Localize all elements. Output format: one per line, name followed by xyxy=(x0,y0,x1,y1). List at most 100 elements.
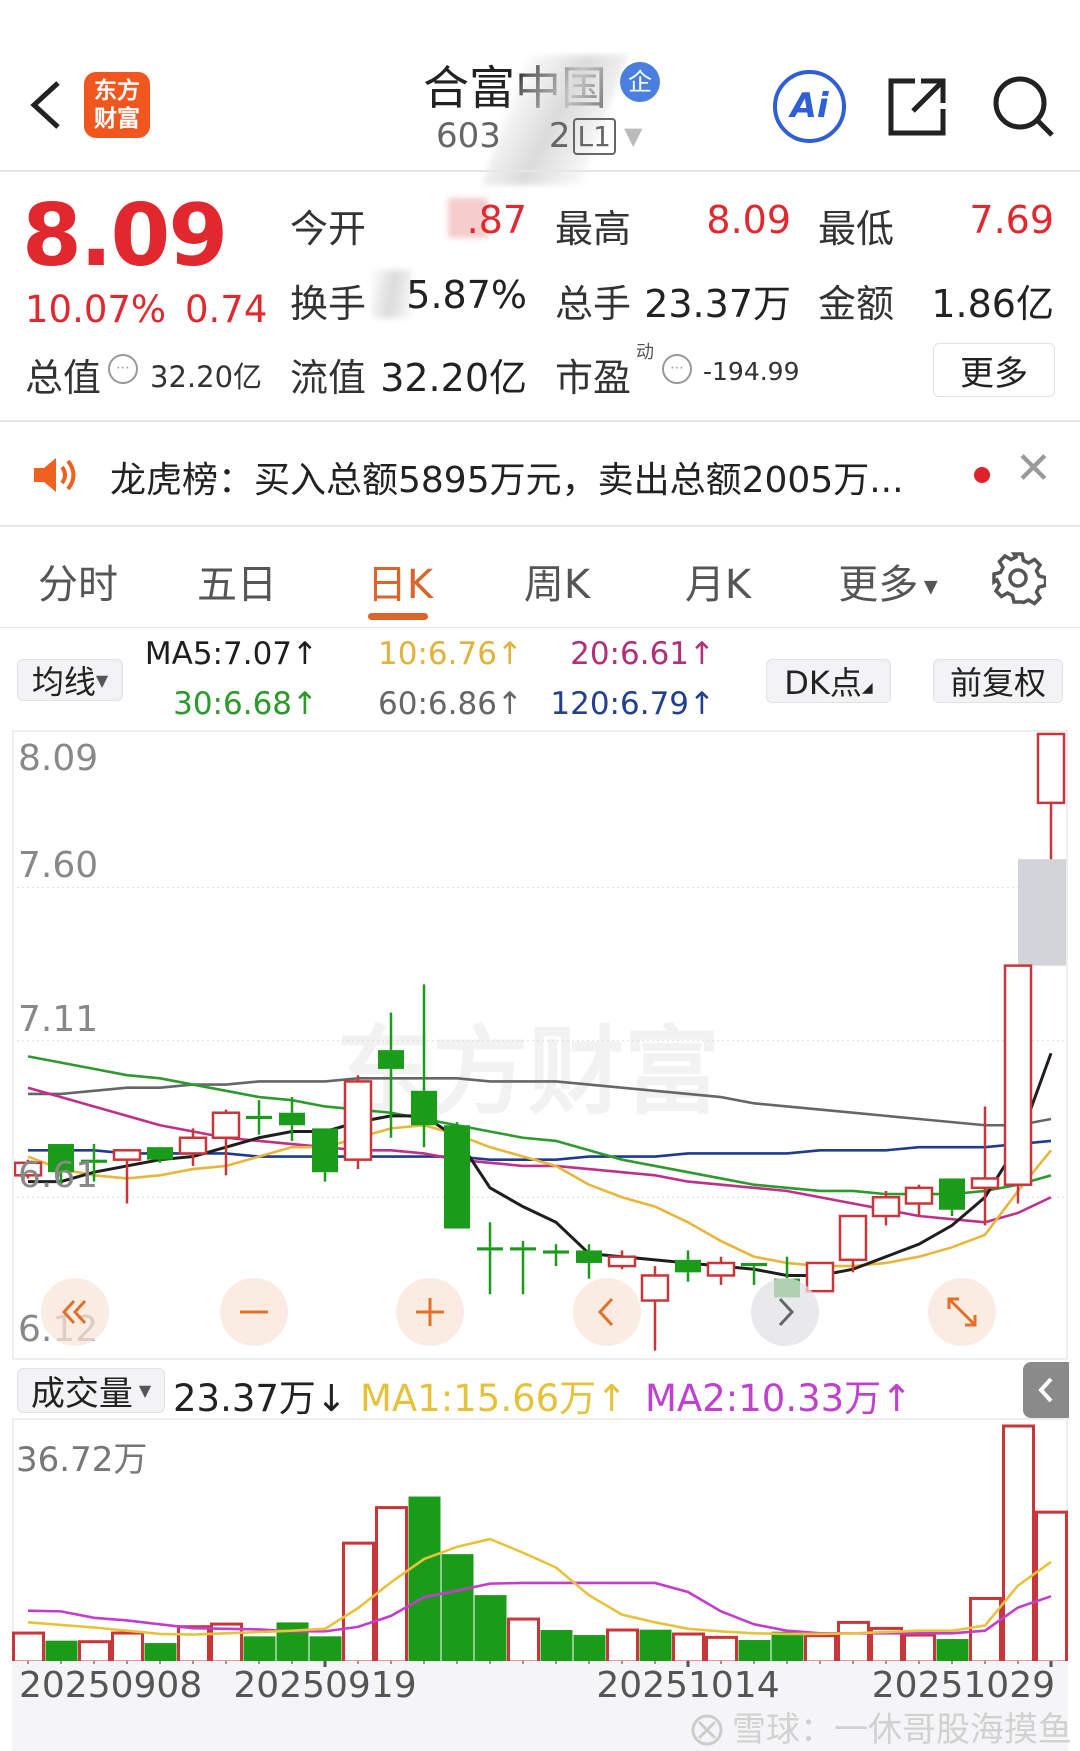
dropdown-triangle-icon: ▼ xyxy=(623,122,643,150)
candle xyxy=(279,1097,305,1141)
candle-body xyxy=(510,1247,536,1251)
zoom-out-button[interactable] xyxy=(220,1278,288,1346)
highlight-band xyxy=(1018,859,1066,966)
unread-dot xyxy=(974,467,990,483)
news-banner[interactable]: 龙虎榜：买入总额5895万元，卖出总额2005万... ✕ xyxy=(0,425,1080,523)
candle xyxy=(477,1222,503,1295)
volume-ma2-legend: MA2:10.33万↑ xyxy=(645,1377,913,1420)
back-button[interactable] xyxy=(22,75,72,135)
minus-icon xyxy=(240,1310,268,1314)
dropdown-triangle-icon: ▼ xyxy=(138,1381,152,1400)
volume-max-label: 36.72万 xyxy=(16,1440,148,1480)
search-button[interactable] xyxy=(990,73,1056,143)
candle-body xyxy=(640,1274,670,1302)
volume-label: 总手 xyxy=(555,282,632,326)
privacy-blur xyxy=(372,270,412,318)
pe-value: -194.99 xyxy=(703,357,800,386)
tab-daily-k[interactable]: 日K xyxy=(366,562,434,608)
tab-monthly-k[interactable]: 月K xyxy=(684,562,752,608)
high-label: 最高 xyxy=(555,207,632,251)
candle xyxy=(805,1261,835,1293)
volume-value: 23.37万 xyxy=(644,282,791,326)
enterprise-badge: 企 xyxy=(620,62,660,102)
candle xyxy=(147,1147,173,1163)
candle-body xyxy=(444,1125,470,1229)
volume-chart[interactable]: 36.72万 xyxy=(12,1418,1068,1661)
volume-bar xyxy=(309,1636,342,1661)
candle xyxy=(14,1159,43,1179)
scroll-left-fast-button[interactable] xyxy=(41,1278,109,1346)
footer-watermark: 雪球：一休哥股海摸鱼 xyxy=(690,1710,1072,1750)
settings-button[interactable] xyxy=(990,550,1048,610)
price-chart[interactable]: 东方财富 xyxy=(12,730,1068,1360)
info-icon[interactable]: ⋯ xyxy=(108,354,138,384)
candle-body xyxy=(14,1161,43,1177)
date-label: 20251029 xyxy=(871,1665,1055,1706)
ai-button[interactable]: Ai xyxy=(773,70,846,143)
ma-selector-label: 均线 xyxy=(31,663,96,701)
info-icon[interactable]: ⋯ xyxy=(662,354,692,384)
candle xyxy=(607,1250,637,1270)
change-amount: 0.74 xyxy=(185,288,268,331)
candle-body xyxy=(706,1261,736,1277)
pe-superscript: 动 xyxy=(636,342,654,363)
date-label: 20251014 xyxy=(596,1665,780,1706)
speaker-icon xyxy=(34,458,76,492)
candle xyxy=(706,1256,736,1285)
ai-label: Ai xyxy=(790,86,829,126)
candle xyxy=(312,1128,338,1182)
volume-indicator-label: 成交量 xyxy=(30,1374,133,1414)
date-label: 20250919 xyxy=(233,1665,417,1706)
y-tick-label: 7.11 xyxy=(18,998,99,1040)
tab-intraday[interactable]: 分时 xyxy=(38,562,118,608)
tab-five-day[interactable]: 五日 xyxy=(197,562,277,608)
volume-bar xyxy=(540,1630,573,1661)
float-cap-value: 32.20亿 xyxy=(380,356,527,400)
dk-point-button[interactable]: DK点 ◢ xyxy=(766,659,891,703)
candle xyxy=(640,1266,670,1351)
tab-more[interactable]: 更多 ▼ xyxy=(838,552,938,610)
date-ticks xyxy=(27,1661,1053,1667)
gear-icon xyxy=(992,552,1048,606)
volume-current: 23.37万↓ xyxy=(173,1377,347,1420)
double-chevron-left-icon xyxy=(61,1299,87,1325)
fullscreen-button[interactable] xyxy=(928,1278,996,1346)
volume-ma1-line xyxy=(27,1537,1052,1636)
dropdown-triangle-icon: ▼ xyxy=(95,670,109,690)
scroll-left-button[interactable] xyxy=(573,1278,641,1346)
candle xyxy=(1003,964,1033,1204)
volume-indicator-button[interactable]: 成交量 ▼ xyxy=(17,1368,165,1414)
zoom-in-button[interactable] xyxy=(396,1278,464,1346)
app-logo[interactable]: 东方 财富 xyxy=(84,72,150,138)
ma5-legend: MA5:7.07↑ xyxy=(144,636,318,672)
candle-body xyxy=(675,1259,701,1273)
chevron-left-icon xyxy=(597,1297,614,1327)
candle xyxy=(211,1109,241,1176)
collapse-panel-button[interactable] xyxy=(1023,1362,1069,1418)
ma-selector-button[interactable]: 均线 ▼ xyxy=(17,659,123,701)
candle-body xyxy=(838,1214,868,1262)
share-button[interactable] xyxy=(885,75,947,141)
volume-bar xyxy=(705,1635,738,1661)
open-label: 今开 xyxy=(290,207,367,251)
more-button[interactable]: 更多 xyxy=(933,343,1055,397)
chart-watermark: 东方财富 xyxy=(336,1016,720,1128)
logo-text-line1: 东方 xyxy=(94,78,140,104)
candle xyxy=(871,1190,901,1226)
scroll-right-button[interactable] xyxy=(751,1278,819,1346)
share-icon xyxy=(888,78,946,136)
ma30-legend: 30:6.68↑ xyxy=(173,686,318,722)
volume-bar xyxy=(111,1631,144,1661)
volume-bar xyxy=(375,1506,408,1661)
level-badge: L1 xyxy=(572,117,616,155)
adjustment-button[interactable]: 前复权 xyxy=(933,659,1063,703)
close-icon[interactable]: ✕ xyxy=(1015,443,1052,494)
ma120-legend: 120:6.79↑ xyxy=(550,686,715,722)
candle xyxy=(741,1262,767,1285)
tab-weekly-k[interactable]: 周K xyxy=(523,562,591,608)
y-tick-label: 7.60 xyxy=(18,845,99,887)
candle-body xyxy=(477,1247,503,1251)
stock-code-selector[interactable]: 603 2 L1 ▼ xyxy=(436,116,642,156)
volume-bar xyxy=(672,1632,705,1661)
candle xyxy=(675,1250,701,1282)
